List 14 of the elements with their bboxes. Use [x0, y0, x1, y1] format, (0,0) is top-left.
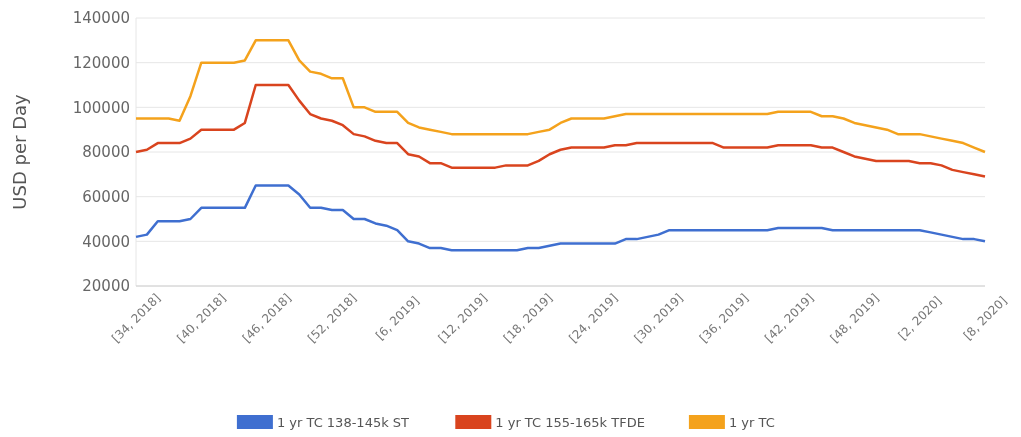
y-tick-label: 40000 [82, 232, 130, 251]
line-series [134, 184, 987, 252]
y-tick-label: 100000 [72, 98, 130, 117]
y-tick-label: 80000 [82, 143, 130, 162]
y-axis-title: USD per Day [9, 93, 30, 210]
legend-label: 1 yr TC 138-145k ST [276, 414, 410, 430]
y-tick-label: 120000 [72, 53, 130, 72]
line-series [134, 83, 987, 178]
legend-label: 1 yr TC [728, 414, 775, 430]
line-series [134, 39, 987, 154]
legend-label: 1 yr TC 155-165k TFDE [495, 414, 645, 430]
y-tick-label: 140000 [72, 9, 130, 28]
y-tick-label: 60000 [82, 187, 130, 206]
y-tick-label: 20000 [82, 277, 130, 296]
